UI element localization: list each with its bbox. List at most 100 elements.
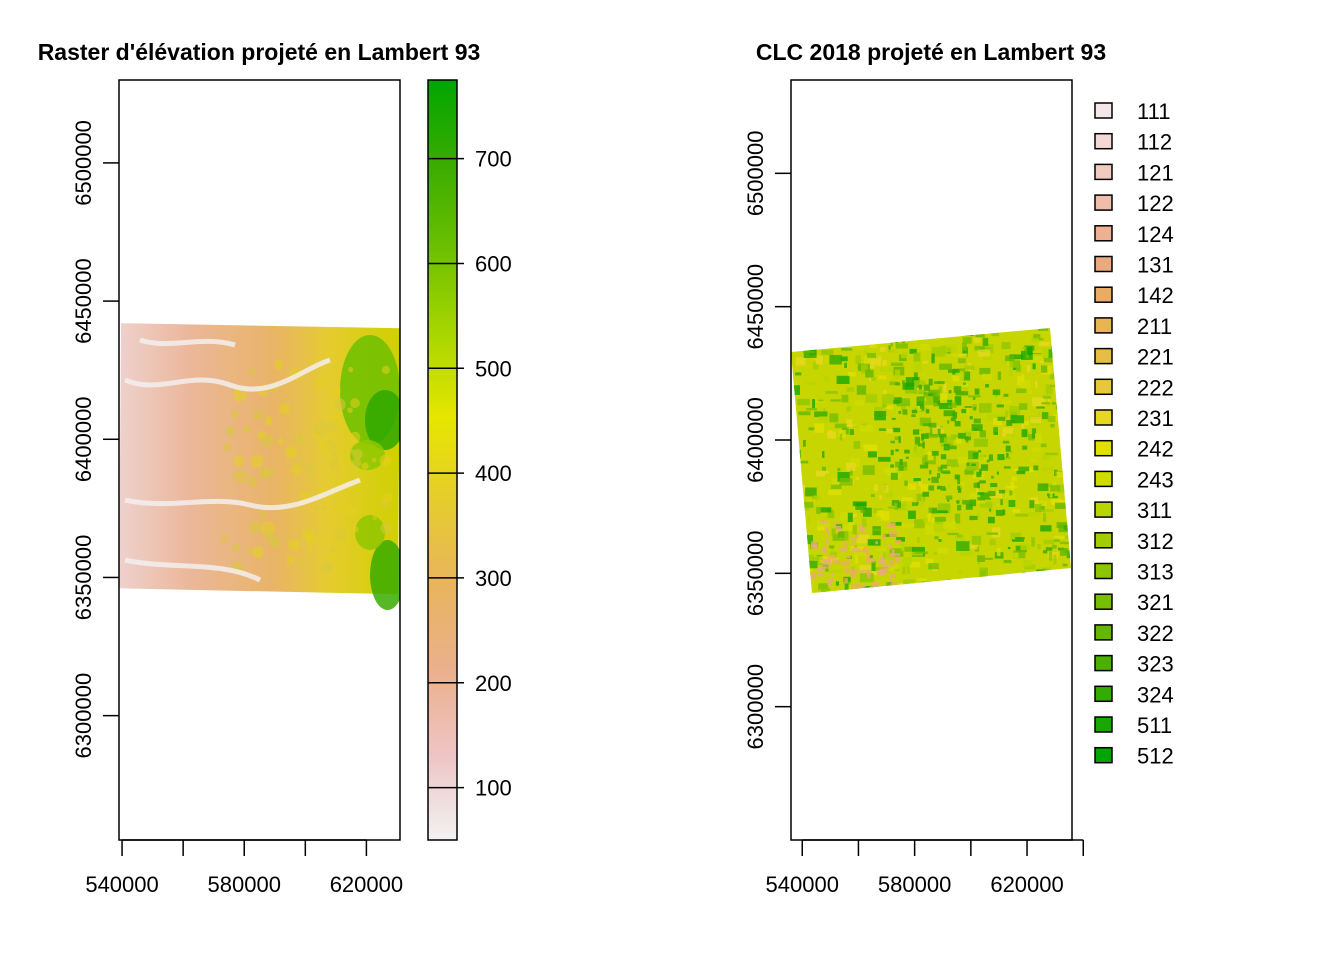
clc-y-tick-label: 6300000 (743, 664, 768, 750)
clc-cell (1017, 376, 1022, 386)
clc-cell (914, 551, 928, 554)
clc-cell (834, 591, 841, 593)
colorbar-tick-label: 100 (475, 776, 512, 801)
clc-cell (931, 590, 945, 593)
clc-cell (1055, 502, 1068, 509)
clc-cell (947, 579, 961, 584)
clc-cell (978, 450, 982, 453)
clc-cell (1041, 365, 1048, 373)
clc-cell (973, 407, 977, 411)
clc-cell (1005, 485, 1017, 489)
clc-cell (828, 569, 842, 573)
elevation-texture (348, 366, 354, 373)
clc-cell (846, 387, 855, 392)
clc-cell (967, 585, 979, 593)
elevation-valley (124, 557, 262, 583)
elevation-texture (371, 487, 377, 493)
clc-cell (923, 381, 926, 384)
clc-cell (889, 560, 895, 567)
clc-cell (979, 501, 993, 508)
clc-cell (901, 542, 905, 551)
clc-cell (1042, 453, 1050, 461)
clc-cell (870, 493, 875, 498)
clc-cell (1031, 428, 1037, 439)
elevation-texture (372, 516, 377, 521)
clc-cell (981, 373, 992, 380)
clc-cell (1050, 424, 1055, 428)
elevation-texture (371, 457, 377, 462)
clc-cell (874, 411, 886, 421)
clc-cell (914, 519, 925, 529)
clc-cell (895, 505, 899, 510)
clc-cell (859, 573, 874, 583)
clc-cell (877, 356, 882, 366)
clc-cell (894, 369, 901, 380)
clc-cell (812, 361, 819, 370)
clc-cell (897, 501, 908, 511)
clc-cell (812, 544, 818, 550)
clc-cell (961, 328, 967, 330)
clc-cell (1022, 571, 1026, 579)
clc-cell (973, 584, 980, 590)
clc-cell (940, 393, 948, 404)
elevation-texture (248, 368, 256, 376)
clc-cell (841, 560, 850, 567)
clc-cell (850, 468, 853, 476)
clc-cell (958, 432, 966, 439)
clc-cell (850, 571, 857, 578)
clc-cell (1009, 490, 1013, 496)
clc-cell (884, 489, 893, 498)
clc-cell (947, 420, 950, 424)
clc-cell (825, 538, 829, 545)
elevation-texture (318, 440, 331, 454)
clc-cell (912, 429, 920, 435)
clc-cell (902, 380, 905, 385)
clc-cell (908, 561, 920, 568)
clc-cell (1055, 404, 1058, 410)
clc-legend-label: 243 (1137, 467, 1174, 492)
clc-cell (974, 345, 986, 351)
elevation-texture (306, 544, 313, 551)
elevation-texture (298, 460, 304, 466)
clc-cell (979, 403, 992, 413)
clc-cell (984, 344, 994, 354)
clc-cell (897, 501, 901, 508)
elevation-texture (269, 535, 281, 548)
elevation-texture (232, 543, 240, 552)
clc-cell (832, 329, 835, 337)
clc-cell (848, 424, 856, 427)
clc-cell (1031, 447, 1042, 452)
clc-cell (827, 530, 830, 535)
clc-cell (888, 564, 899, 572)
clc-cell (919, 589, 925, 593)
clc-cell (986, 590, 999, 593)
clc-cell (890, 464, 894, 468)
clc-cell (824, 375, 830, 383)
clc-legend-item: 324 (1094, 682, 1174, 707)
clc-cell (997, 328, 1008, 332)
elevation-y-tick-label: 6400000 (71, 396, 96, 482)
clc-cell (1047, 415, 1056, 422)
clc-cell (838, 531, 845, 538)
clc-cell (1053, 480, 1057, 488)
clc-cell (1015, 513, 1029, 517)
clc-legend-swatch (1094, 194, 1113, 211)
clc-y-axis: 6300000 6350000 6400000 6450000 6500000 (743, 131, 791, 750)
clc-cell (1026, 346, 1033, 355)
clc-cell (979, 430, 986, 438)
clc-cell (937, 472, 941, 479)
elevation-x-axis: 540000 580000 620000 (85, 839, 403, 897)
clc-cell (831, 572, 835, 575)
clc-cell (1030, 459, 1036, 462)
clc-y-tick-label: 6400000 (743, 397, 768, 483)
clc-cell (911, 583, 923, 593)
elevation-texture (243, 425, 251, 434)
clc-cell (977, 555, 985, 562)
clc-cell (972, 397, 976, 400)
clc-cell (801, 528, 807, 532)
clc-legend-label: 221 (1137, 345, 1174, 370)
clc-cell (960, 585, 969, 589)
clc-cell (968, 450, 976, 460)
clc-cell (891, 589, 898, 593)
clc-cell (979, 367, 991, 375)
